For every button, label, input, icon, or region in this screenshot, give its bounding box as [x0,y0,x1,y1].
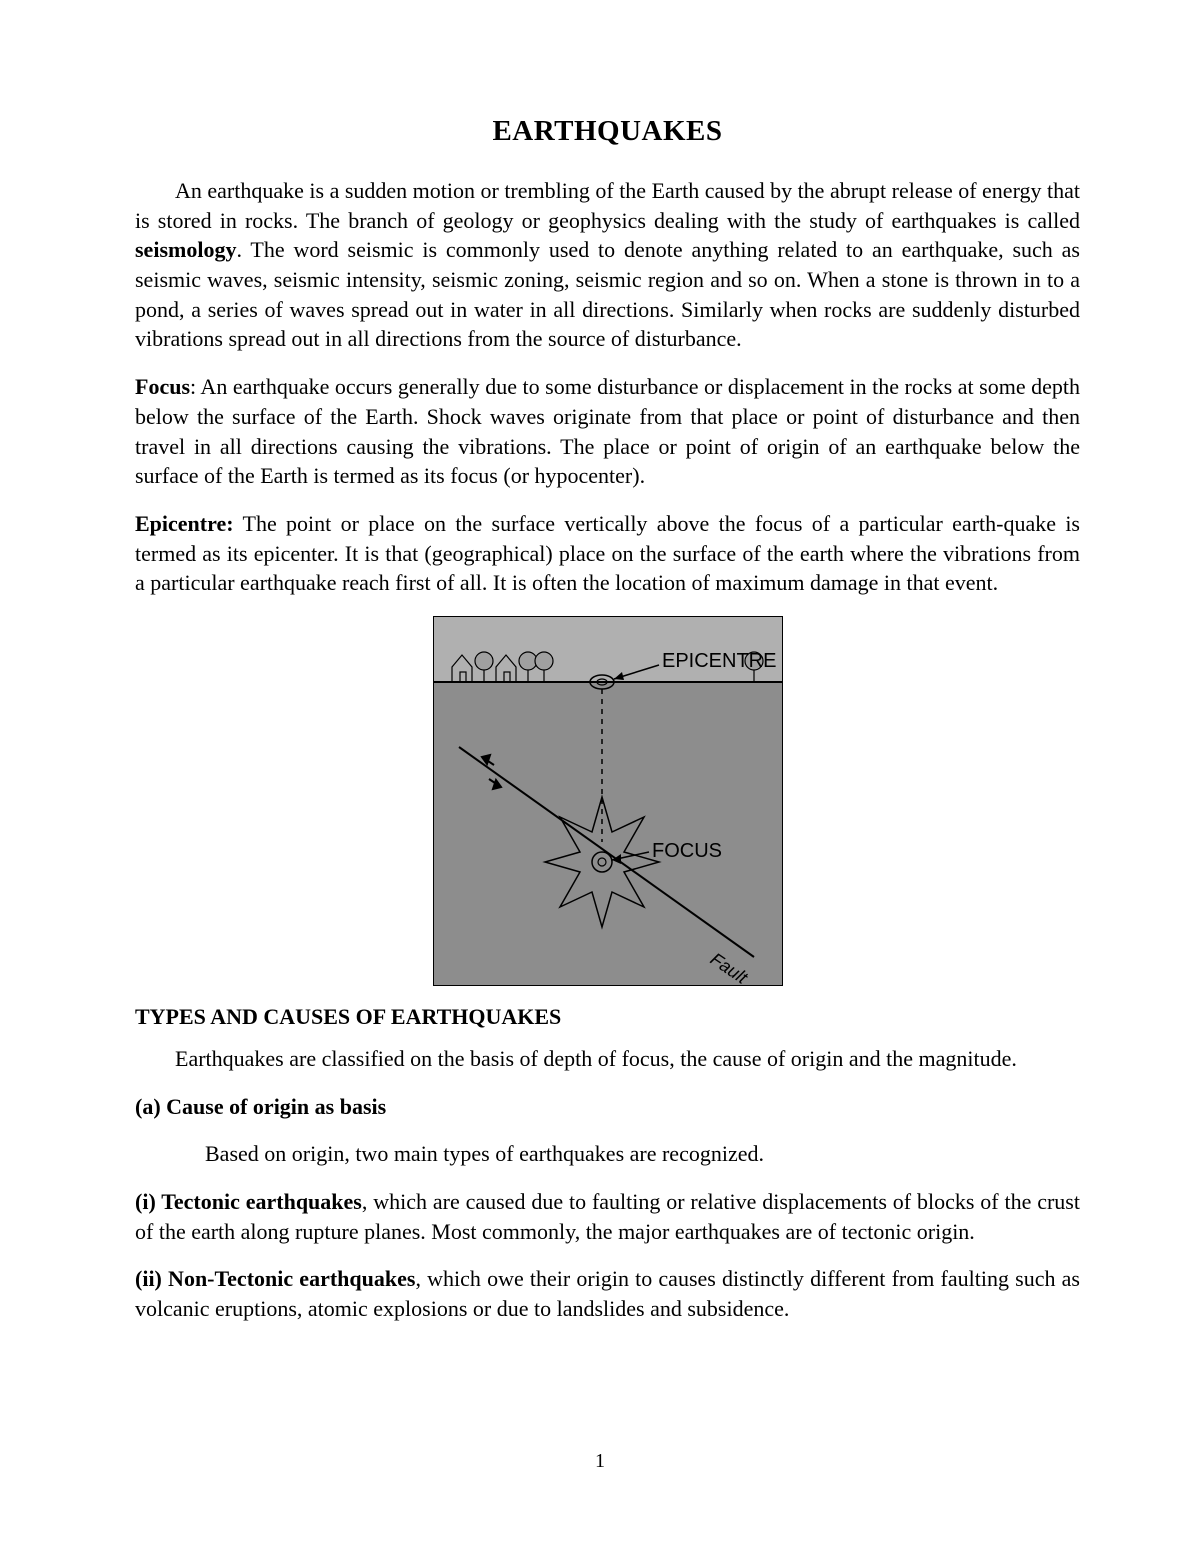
focus-circle-inner [598,858,606,866]
page-number: 1 [0,1450,1200,1473]
epicentre-paragraph: Epicentre: The point or place on the sur… [135,509,1080,598]
epicentre-text-label: EPICENTRE [662,650,776,672]
intro-pre: An earthquake is a sudden motion or trem… [135,178,1080,233]
focus-starburst [545,797,659,927]
cause-ii: (ii) Non-Tectonic earthquakes, which owe… [135,1264,1080,1323]
focus-paragraph: Focus: An earthquake occurs generally du… [135,372,1080,491]
figure-container: EPICENTRE Fault [135,616,1080,986]
fault-text-label: Fault [706,949,751,986]
fault-arrows [482,755,501,789]
earthquake-diagram: EPICENTRE Fault [433,616,783,986]
intro-post: . The word seismic is commonly used to d… [135,237,1080,351]
cause-ii-label: (ii) Non-Tectonic earthquakes [135,1266,415,1291]
types-intro: Earthquakes are classified on the basis … [135,1044,1080,1074]
cause-a-bold: (a) Cause of origin as basis [135,1094,386,1119]
cause-i-label: (i) Tectonic earthquakes [135,1189,362,1214]
types-heading: TYPES AND CAUSES OF EARTHQUAKES [135,1004,1080,1030]
focus-text: : An earthquake occurs generally due to … [135,374,1080,488]
focus-label: Focus [135,374,190,399]
cause-i: (i) Tectonic earthquakes, which are caus… [135,1187,1080,1246]
intro-bold-term: seismology [135,237,236,262]
page-title: EARTHQUAKES [135,115,1080,148]
diagram-svg: EPICENTRE Fault [434,617,783,986]
focus-circle-outer [592,852,612,872]
intro-paragraph: An earthquake is a sudden motion or trem… [135,176,1080,354]
epicentre-label: Epicentre: [135,511,234,536]
epicentre-text: The point or place on the surface vertic… [135,511,1080,595]
document-page: EARTHQUAKES An earthquake is a sudden mo… [0,0,1200,1553]
cause-a-label: (a) Cause of origin as basis [135,1092,1080,1122]
cause-a-text: Based on origin, two main types of earth… [135,1139,1080,1169]
focus-text-label: FOCUS [652,840,722,862]
